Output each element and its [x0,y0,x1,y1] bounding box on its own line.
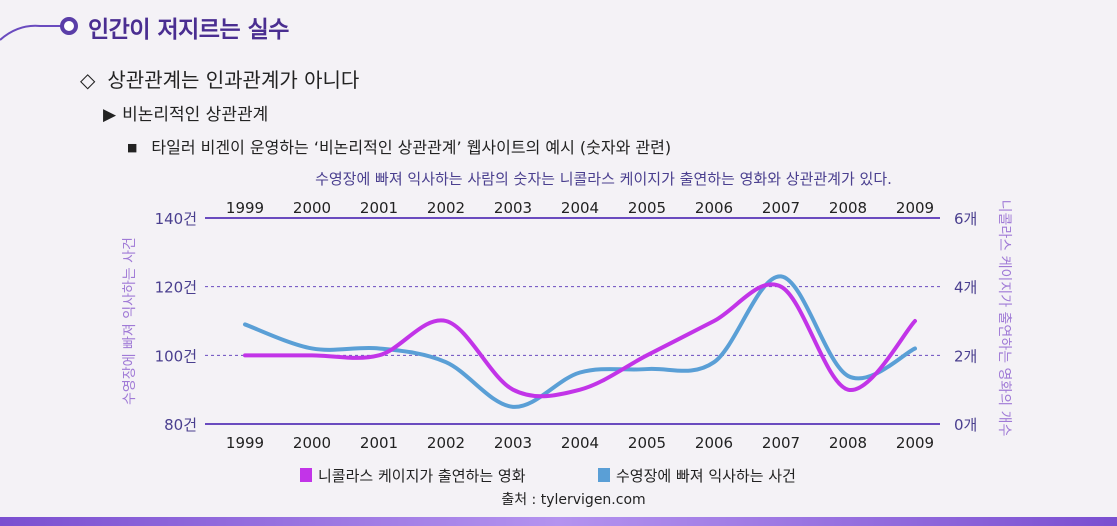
source-credit: 출처 : tylervigen.com [0,489,1117,509]
x-tick-label-bottom: 2009 [896,434,934,452]
series-layer [245,276,915,407]
x-tick-label-bottom: 1999 [226,434,264,452]
series-line-nicolas-cage-films [245,284,915,396]
x-tick-label-bottom: 2002 [427,434,465,452]
x-tick-label-top: 2001 [360,199,398,217]
bottom-bar [0,517,1117,526]
x-tick-label-bottom: 2008 [829,434,867,452]
y-axis-right-label: 니콜라스 케이지가 출연하는 영화의 개수 [996,200,1012,437]
x-tick-label-top: 2000 [293,199,331,217]
legend-label: 니콜라스 케이지가 출연하는 영화 [318,467,526,485]
x-tick-label-top: 1999 [226,199,264,217]
legend-swatch [300,468,312,482]
x-tick-label-bottom: 2000 [293,434,331,452]
left-tick-label: 100건 [155,347,197,365]
x-tick-label-top: 2004 [561,199,599,217]
x-tick-label-bottom: 2003 [494,434,532,452]
right-tick-label: 0개 [954,416,977,434]
x-tick-label-bottom: 2004 [561,434,599,452]
right-tick-label: 6개 [954,210,977,228]
x-tick-label-top: 2007 [762,199,800,217]
x-tick-label-bottom: 2007 [762,434,800,452]
left-tick-label: 80건 [164,416,197,434]
left-tick-label: 140건 [155,210,197,228]
legend-label: 수영장에 빠져 익사하는 사건 [616,467,796,485]
legend-layer: 니콜라스 케이지가 출연하는 영화 수영장에 빠져 익사하는 사건 [300,467,796,485]
x-tick-label-top: 2005 [628,199,666,217]
y-axis-left-label: 수영장에 빠져 익사하는 사건 [122,237,138,405]
x-tick-label-top: 2008 [829,199,867,217]
x-tick-label-top: 2009 [896,199,934,217]
right-tick-label: 2개 [954,347,977,365]
right-tick-label: 4개 [954,279,977,297]
x-tick-label-bottom: 2005 [628,434,666,452]
x-tick-label-top: 2003 [494,199,532,217]
x-tick-label-top: 2002 [427,199,465,217]
tick-layer: 140건 6개 120건 4개 100건 2개 80건 0개 1999 1999 2000 2000 2… [122,199,1012,452]
x-tick-label-top: 2006 [695,199,733,217]
x-tick-label-bottom: 2001 [360,434,398,452]
left-tick-label: 120건 [155,279,197,297]
x-tick-label-bottom: 2006 [695,434,733,452]
legend-swatch [598,468,610,482]
